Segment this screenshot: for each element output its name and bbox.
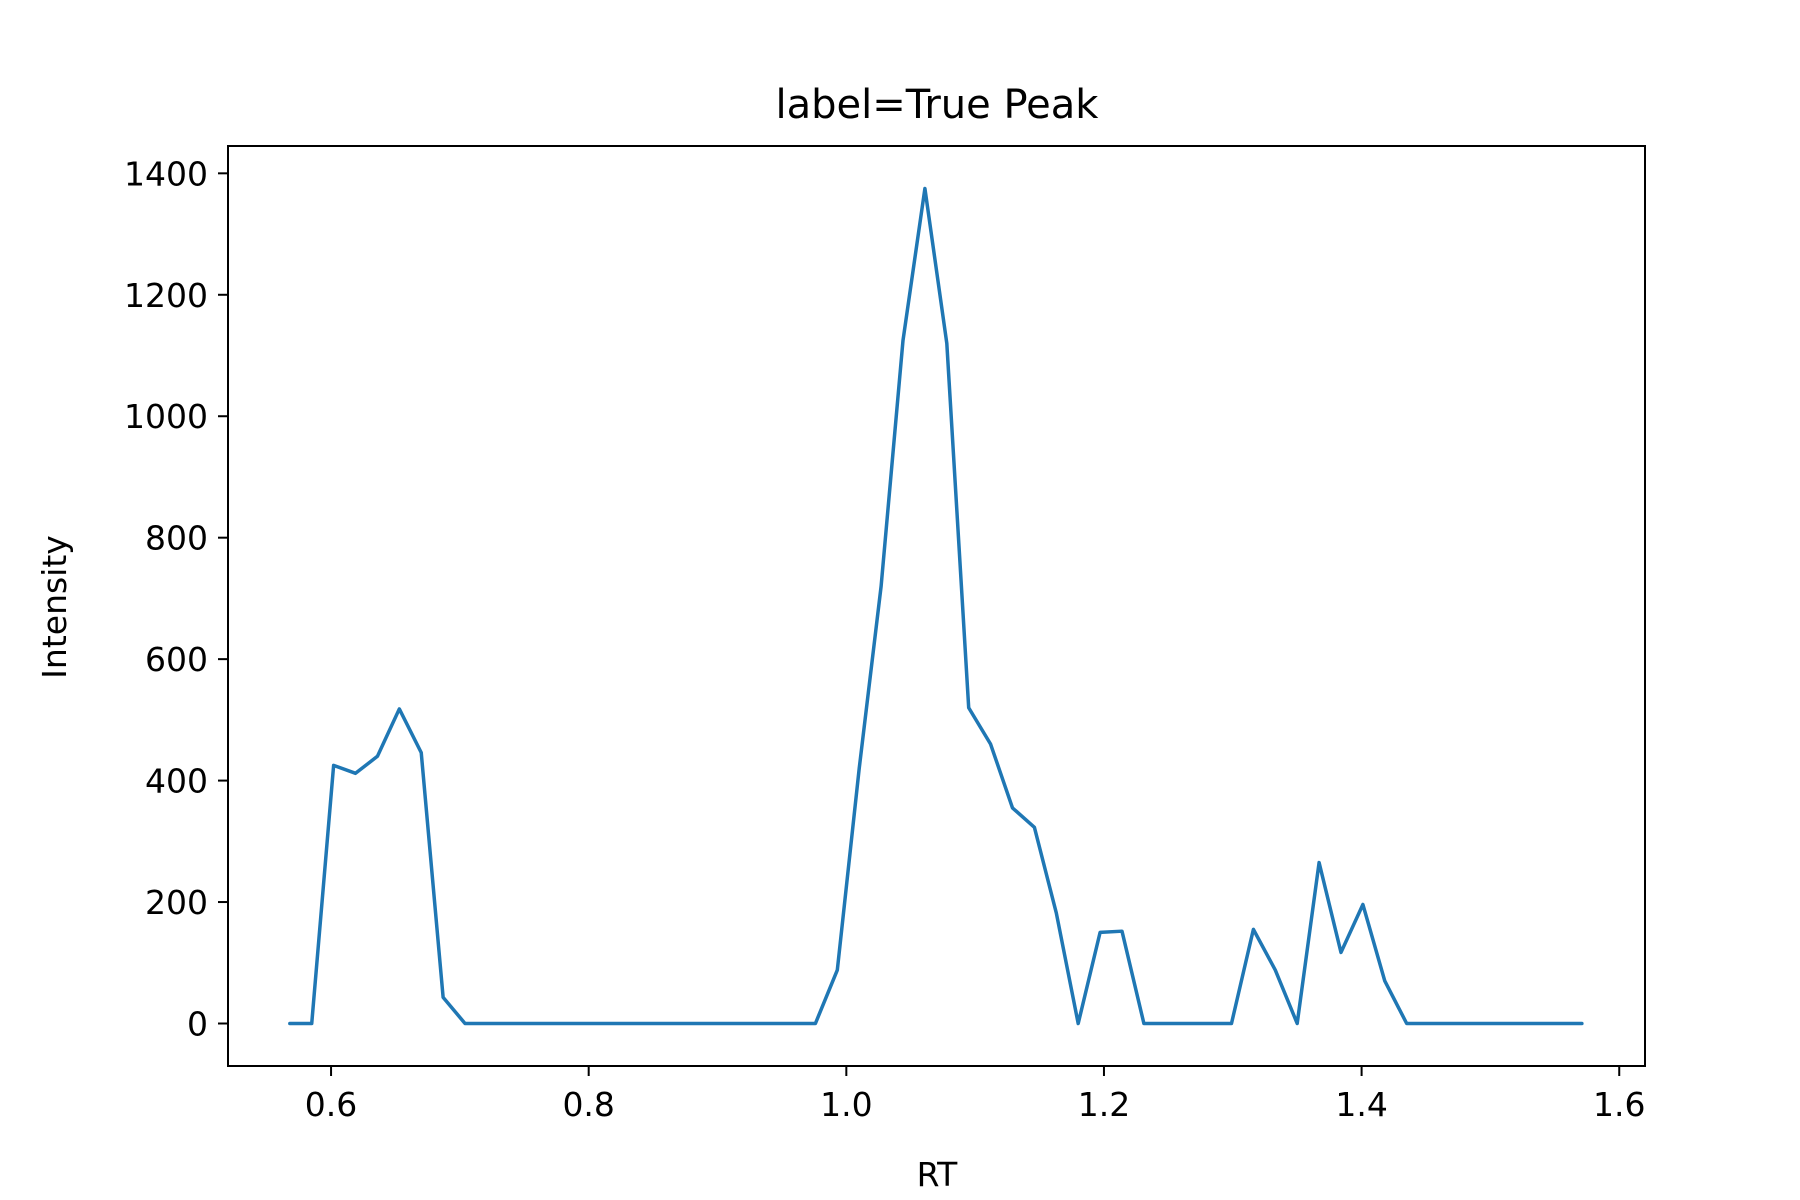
x-tick-label: 1.0 [820, 1085, 872, 1124]
x-axis: 0.6 0.8 1.0 1.2 1.4 1.6 [305, 1066, 1645, 1124]
x-tick-label: 1.4 [1335, 1085, 1387, 1124]
y-tick-label: 0 [187, 1004, 208, 1043]
series-line [288, 186, 1584, 1026]
y-tick-label: 800 [145, 519, 208, 558]
y-tick-label: 600 [145, 640, 208, 679]
x-tick-label: 1.2 [1078, 1085, 1130, 1124]
x-tick-label: 0.6 [305, 1085, 357, 1124]
y-tick-label: 1400 [124, 154, 208, 193]
y-tick-label: 400 [145, 762, 208, 801]
plot-frame [227, 145, 1646, 1067]
x-axis-label: RT [917, 1155, 959, 1194]
y-tick-label: 1200 [124, 276, 208, 315]
y-tick-label: 1000 [124, 397, 208, 436]
chart-title: label=True Peak [776, 82, 1100, 128]
y-axis: 0 200 400 600 800 1000 1200 1400 [124, 154, 228, 1043]
x-tick-label: 1.6 [1593, 1085, 1645, 1124]
y-tick-label: 200 [145, 883, 208, 922]
x-tick-label: 0.8 [562, 1085, 614, 1124]
y-axis-label: Intensity [35, 535, 74, 679]
